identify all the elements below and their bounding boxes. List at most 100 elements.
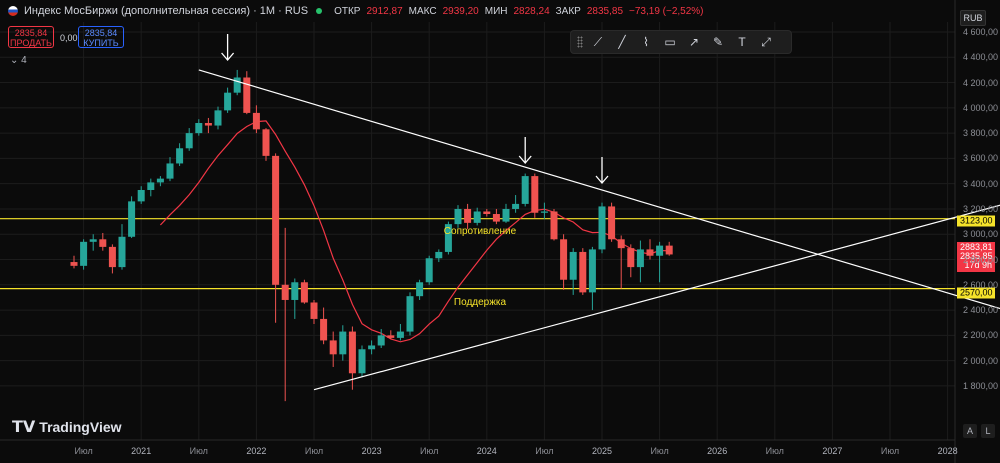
candle-down bbox=[483, 211, 491, 215]
candle-up bbox=[569, 251, 577, 280]
candle-down bbox=[627, 248, 635, 268]
measure-icon[interactable]: ⤢ bbox=[761, 34, 771, 49]
time-tick-label: Июл bbox=[74, 446, 93, 456]
candle-up bbox=[118, 236, 126, 268]
text-icon[interactable]: T bbox=[738, 35, 746, 49]
tradingview-logo[interactable]: 𝗧𝗩 TradingView bbox=[12, 417, 122, 437]
candle-up bbox=[224, 92, 232, 111]
candle-up bbox=[473, 211, 481, 223]
time-tick-label: 2027 bbox=[822, 446, 843, 456]
candle-up bbox=[339, 331, 347, 355]
line-icon[interactable]: ╱ bbox=[618, 35, 626, 49]
drag-handle-icon[interactable] bbox=[577, 36, 583, 48]
time-tick-label: 2026 bbox=[707, 446, 728, 456]
time-tick-label: 2025 bbox=[591, 446, 613, 456]
indicators-toggle[interactable]: ⌄ 4 bbox=[10, 55, 27, 66]
price-tick-label: 3 200,00 bbox=[963, 203, 999, 214]
price-tick-label: 2 400,00 bbox=[963, 305, 999, 316]
price-tick-label: 2 600,00 bbox=[963, 279, 999, 290]
price-tick-label: 4 600,00 bbox=[963, 27, 999, 37]
pencil-icon[interactable]: ✎ bbox=[712, 35, 724, 49]
buy-button[interactable]: 2835,84 КУПИТЬ bbox=[78, 26, 124, 48]
candle-up bbox=[512, 203, 520, 209]
candle-up bbox=[502, 208, 510, 222]
candle-up bbox=[656, 245, 664, 256]
candle-up bbox=[416, 282, 424, 297]
candle-down bbox=[320, 318, 328, 341]
ray-icon[interactable]: ↗ bbox=[688, 35, 700, 49]
price-tick-label: 3 600,00 bbox=[963, 153, 999, 164]
candle-up bbox=[176, 148, 184, 164]
candle-up bbox=[406, 296, 414, 332]
price-tick-label: 4 400,00 bbox=[963, 52, 999, 63]
candle-countdown: 17d 9h bbox=[964, 260, 992, 270]
low-label: МИН bbox=[484, 5, 508, 17]
trendline bbox=[313, 204, 1000, 391]
candle-up bbox=[377, 335, 385, 346]
candle-up bbox=[540, 211, 548, 213]
peak-arrow-head bbox=[595, 175, 609, 184]
candle-up bbox=[358, 349, 366, 374]
candle-down bbox=[531, 176, 539, 213]
candle-up bbox=[588, 249, 596, 293]
currency-selector[interactable]: RUB bbox=[960, 10, 986, 26]
candle-up bbox=[214, 110, 222, 126]
sell-button[interactable]: 2835,84 ПРОДАТЬ bbox=[8, 26, 54, 48]
candle-down bbox=[70, 262, 78, 266]
price-tick-label: 4 200,00 bbox=[963, 77, 999, 88]
time-tick-label: Июл bbox=[189, 446, 208, 456]
time-tick-label: Июл bbox=[880, 446, 900, 456]
time-tick-label: 2023 bbox=[361, 446, 382, 456]
candle-up bbox=[454, 208, 462, 225]
time-tick-label: Июл bbox=[765, 446, 784, 456]
candle-up bbox=[291, 282, 299, 300]
candle-down bbox=[646, 249, 654, 256]
candle-down bbox=[464, 208, 472, 223]
time-tick-label: 2024 bbox=[476, 446, 497, 456]
price-tick-label: 3 000,00 bbox=[963, 229, 999, 240]
candle-down bbox=[329, 340, 337, 355]
time-tick-label: 2022 bbox=[246, 446, 267, 456]
candle-down bbox=[608, 206, 616, 240]
candle-up bbox=[137, 190, 145, 202]
candle-down bbox=[579, 251, 587, 293]
price-tick-label: 4 000,00 bbox=[963, 102, 999, 113]
open-label: ОТКР bbox=[334, 5, 361, 17]
path-icon[interactable]: ⌇ bbox=[643, 35, 649, 49]
resistance-annotation: Сопротивление bbox=[443, 226, 517, 237]
tradingview-logo-icon: 𝗧𝗩 bbox=[12, 419, 36, 436]
peak-arrow-head bbox=[221, 52, 235, 61]
candle-up bbox=[444, 224, 452, 252]
chart-header: Индекс МосБиржи (дополнительная сессия) … bbox=[0, 0, 704, 22]
candle-down bbox=[99, 239, 107, 247]
candle-up bbox=[435, 251, 443, 259]
sell-price: 2835,84 bbox=[14, 28, 48, 38]
candle-up bbox=[233, 77, 241, 93]
last-high-value: 2883,81 bbox=[960, 242, 993, 252]
symbol-title[interactable]: Индекс МосБиржи (дополнительная сессия) … bbox=[24, 5, 309, 17]
auto-scale-button[interactable]: A bbox=[963, 424, 977, 438]
candle-down bbox=[300, 282, 308, 303]
candle-up bbox=[147, 182, 155, 190]
node-line-icon[interactable]: ⟋ bbox=[593, 34, 603, 49]
candle-down bbox=[550, 211, 558, 240]
candle-up bbox=[396, 331, 404, 338]
russia-flag-icon bbox=[8, 6, 18, 16]
close-label: ЗАКР bbox=[555, 5, 581, 17]
candle-down bbox=[243, 77, 251, 113]
peak-arrow-head bbox=[518, 155, 532, 164]
rectangle-icon[interactable]: ▭ bbox=[664, 35, 676, 49]
log-scale-button[interactable]: L bbox=[981, 424, 995, 438]
drawing-toolbar[interactable]: ⟋ ╱ ⌇ ▭ ↗ ✎ T ⤢ bbox=[570, 30, 792, 54]
candle-up bbox=[425, 258, 433, 283]
candle-down bbox=[387, 335, 395, 338]
trendline bbox=[198, 69, 1000, 310]
candle-down bbox=[272, 155, 280, 285]
change-value: −73,19 (−2,52%) bbox=[629, 5, 704, 17]
open-value: 2912,87 bbox=[366, 5, 403, 17]
moving-average-line bbox=[159, 120, 670, 343]
candle-up bbox=[185, 133, 193, 149]
price-tick-label: 3 800,00 bbox=[963, 128, 999, 139]
